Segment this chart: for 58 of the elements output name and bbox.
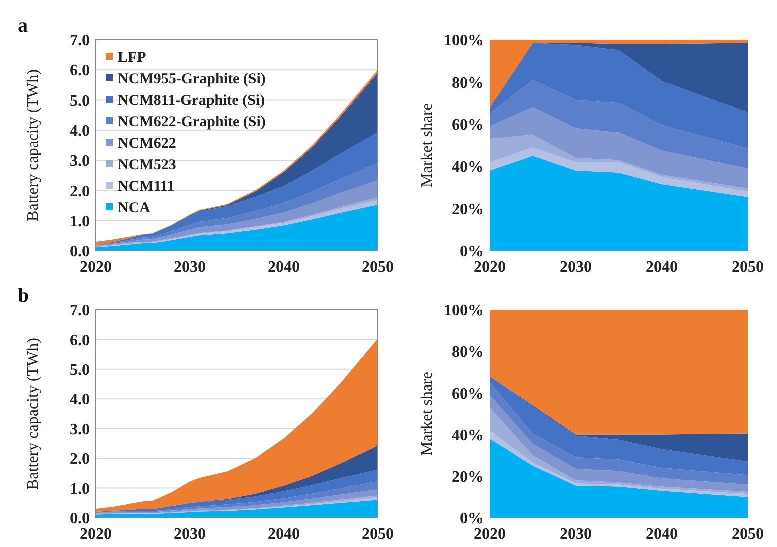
y-tick-label: 80% [452, 74, 484, 92]
x-tick-label: 2050 [362, 526, 394, 543]
y-axis-title: Market share [419, 104, 436, 188]
legend-label: NCM622 [118, 136, 176, 152]
x-tick-label: 2020 [474, 259, 506, 276]
chart-title: a [18, 15, 28, 37]
y-tick-label: 0% [460, 510, 484, 528]
y-axis-title: Market share [419, 372, 436, 456]
x-tick-label: 2050 [732, 259, 764, 276]
y-tick-label: 6.0 [70, 62, 90, 80]
x-tick-label: 2050 [732, 526, 764, 543]
y-tick-label: 7.0 [70, 302, 90, 320]
legend-label: NCM955-Graphite (Si) [118, 72, 266, 88]
y-tick-label: 2.0 [70, 451, 90, 468]
y-tick-label: 20% [452, 201, 484, 218]
y-tick-label: 60% [452, 386, 484, 403]
x-tick-label: 2030 [560, 526, 592, 543]
x-tick-label: 2020 [80, 526, 112, 543]
x-tick-label: 2040 [646, 526, 678, 543]
y-tick-label: 100% [444, 32, 484, 50]
y-axis-title: Battery capacity (TWh) [25, 338, 42, 490]
y-tick-label: 4.0 [70, 123, 90, 140]
y-tick-label: 0% [460, 244, 484, 261]
legend-label: NCM523 [118, 158, 176, 174]
legend-label: NCA [118, 200, 151, 216]
y-tick-label: 2.0 [70, 183, 90, 200]
y-tick-label: 20% [452, 469, 484, 486]
y-tick-label: 80% [452, 344, 484, 362]
y-tick-label: 3.0 [70, 153, 90, 170]
y-tick-label: 100% [444, 302, 484, 320]
x-tick-label: 2030 [174, 259, 206, 276]
chart-title: b [18, 285, 30, 307]
legend-label: NCM811-Graphite (Si) [118, 93, 266, 109]
x-tick-label: 2030 [560, 259, 592, 276]
legend-label: LFP [118, 50, 146, 66]
y-tick-label: 40% [452, 427, 484, 444]
x-tick-label: 2030 [174, 526, 206, 543]
y-tick-label: 6.0 [70, 332, 90, 350]
y-tick-label: 60% [452, 117, 484, 134]
y-tick-label: 5.0 [70, 92, 90, 110]
y-axis-title: Battery capacity (TWh) [25, 70, 42, 222]
x-tick-label: 2040 [646, 259, 678, 276]
y-tick-label: 1.0 [70, 213, 90, 230]
y-tick-label: 3.0 [70, 421, 90, 438]
x-tick-label: 2020 [474, 526, 506, 543]
x-tick-label: 2020 [80, 259, 112, 276]
x-tick-label: 2040 [268, 259, 300, 276]
y-tick-label: 4.0 [70, 392, 90, 409]
y-tick-label: 1.0 [70, 480, 90, 498]
y-tick-label: 40% [452, 159, 484, 176]
x-tick-label: 2050 [362, 259, 394, 276]
y-tick-label: 0.0 [70, 510, 90, 528]
y-tick-label: 5.0 [70, 362, 90, 380]
y-tick-label: 7.0 [70, 32, 90, 50]
legend-label: NCM622-Graphite (Si) [118, 114, 266, 130]
x-tick-label: 2040 [268, 526, 300, 543]
y-tick-label: 0.0 [70, 244, 90, 261]
legend-label: NCM111 [118, 179, 175, 195]
